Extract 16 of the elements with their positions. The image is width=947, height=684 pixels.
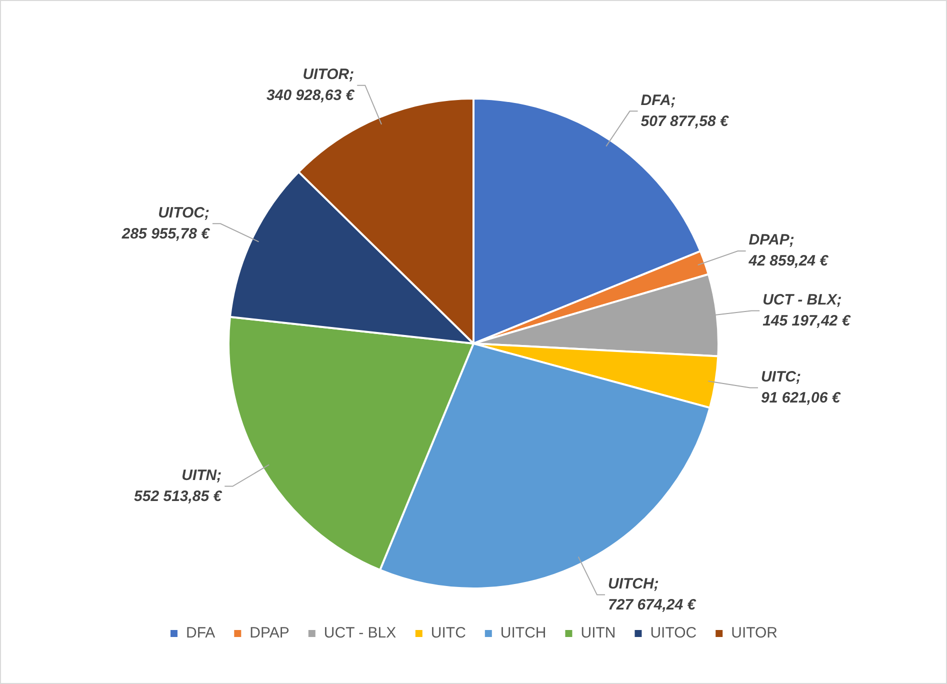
- data-label: UITC; 91 621,06 €: [760, 368, 841, 406]
- data-label: DPAP; 42 859,24 €: [748, 232, 829, 270]
- legend-label: UCT - BLX: [324, 624, 396, 642]
- data-label: UCT - BLX; 145 197,42 €: [762, 291, 851, 330]
- legend-label: DPAP: [250, 624, 290, 642]
- legend-label: UITCH: [500, 624, 546, 642]
- legend-label: UITN: [580, 624, 616, 642]
- legend-label: DFA: [186, 624, 216, 642]
- legend-label: UITOC: [650, 624, 697, 642]
- legend-label: UITOR: [731, 624, 778, 642]
- data-label: UITOR; 340 928,63 €: [266, 66, 355, 104]
- data-label: DFA; 507 877,58 €: [640, 92, 730, 130]
- data-label: UITOC; 285 955,78 €: [120, 204, 210, 242]
- legend-label: UITC: [430, 624, 466, 642]
- data-label: UITN; 552 513,85 €: [134, 466, 222, 505]
- data-label: UITCH; 727 674,24 €: [608, 575, 696, 614]
